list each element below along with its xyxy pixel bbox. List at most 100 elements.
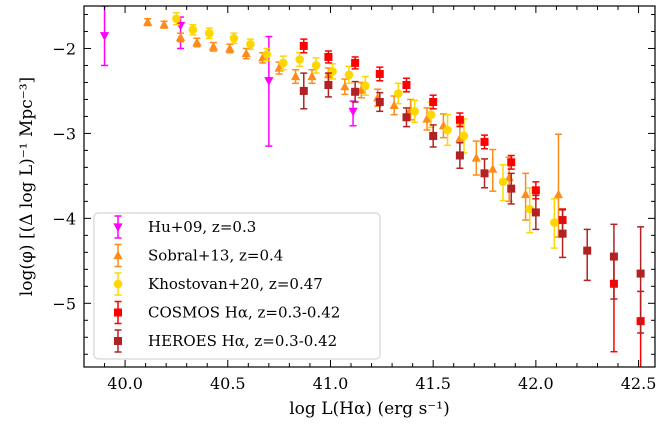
data-point [311, 61, 321, 70]
data-point [324, 80, 333, 89]
data-point [348, 107, 358, 117]
data-point [172, 14, 181, 24]
data-point [429, 131, 438, 140]
data-point [361, 81, 370, 91]
data-point [340, 81, 350, 91]
y-tick-label: −4 [52, 209, 76, 228]
data-point [258, 52, 268, 62]
data-point [375, 69, 384, 78]
legend-label-cosmos-h-z-0-3-0-42: COSMOS Hα, z=0.3-0.42 [148, 304, 340, 322]
x-tick-label: 40.5 [210, 374, 246, 393]
data-point [402, 80, 411, 89]
data-point [175, 32, 186, 42]
data-point [558, 229, 567, 238]
y-tick-label: −5 [52, 294, 76, 313]
series-sobral-13-z-0-4 [143, 17, 564, 238]
legend-marker [113, 279, 123, 289]
data-point [471, 153, 481, 162]
data-point [525, 204, 535, 214]
data-point [389, 100, 399, 109]
x-tick-label: 41.0 [313, 374, 349, 393]
data-point [480, 169, 489, 178]
data-point [455, 151, 464, 160]
data-point [188, 25, 198, 35]
legend-label-khostovan-20-z-0-47: Khostovan+20, z=0.47 [148, 275, 323, 293]
legend-swatch [114, 329, 122, 353]
data-point [225, 43, 235, 53]
data-point [262, 50, 272, 59]
data-point [192, 37, 202, 47]
series-khostovan-20-z-0-47 [172, 12, 559, 249]
data-point [241, 48, 251, 58]
data-point [583, 246, 592, 255]
data-point [208, 41, 218, 51]
data-point [295, 55, 304, 64]
data-point [521, 189, 531, 199]
legend-marker [113, 223, 123, 232]
x-tick-label: 40.0 [107, 374, 143, 393]
data-point [507, 158, 516, 167]
data-point [553, 189, 564, 199]
data-point [351, 87, 360, 96]
data-layer [99, 6, 645, 367]
legend-swatch [113, 243, 123, 268]
data-point [351, 58, 360, 67]
data-point [636, 269, 645, 278]
series-hu-09-z-0-3 [99, 6, 358, 147]
data-point [204, 28, 214, 38]
data-point [488, 164, 498, 173]
data-point [459, 131, 469, 141]
data-point [455, 133, 465, 143]
error-bar [583, 228, 591, 282]
y-axis-title: log(φ) [(Δ log L)⁻¹ Mpc⁻³] [17, 77, 37, 296]
plot-frame [83, 5, 656, 368]
data-point [290, 71, 301, 81]
data-point [422, 113, 432, 123]
data-point [455, 115, 464, 124]
data-point [531, 186, 540, 195]
data-point [402, 113, 411, 122]
series-heroes-h-z-0-3-0-42 [299, 72, 645, 334]
data-point [429, 97, 438, 106]
legend-box [93, 212, 381, 360]
data-point [246, 39, 255, 49]
legend-swatch [113, 272, 123, 296]
data-point [443, 125, 452, 135]
legend-label-heroes-h-z-0-3-0-42: HEROES Hα, z=0.3-0.42 [148, 332, 337, 350]
data-point [278, 58, 288, 68]
legend-marker [113, 250, 123, 260]
ticks-layer: 40.0 40.5 41.0 41.5 42.0 42.5 −2 −3 −4 −5 [52, 6, 656, 393]
legend-marker [114, 337, 122, 345]
data-point [550, 218, 559, 227]
data-point [99, 32, 110, 41]
data-point [480, 137, 489, 146]
data-point [299, 86, 308, 95]
data-point [507, 184, 516, 193]
data-point [307, 71, 317, 81]
legend-label-sobral-13-z-0-4: Sobral+13, z=0.4 [148, 247, 283, 265]
data-point [264, 77, 274, 86]
x-axis-title: log L(Hα) (erg s⁻¹) [289, 399, 449, 419]
data-point [393, 89, 403, 98]
x-tick-label: 42.5 [621, 374, 657, 393]
error-bar [637, 226, 645, 334]
x-tick-label: 42.0 [518, 374, 554, 393]
legend: Hu+09, z=0.3 Sobral+13, z=0.4 Khostovan+20… [93, 212, 381, 360]
data-point [426, 110, 436, 120]
error-bar [610, 223, 618, 300]
data-point [344, 70, 354, 80]
data-point [410, 107, 419, 116]
y-tick-label: −3 [52, 124, 76, 143]
data-point [159, 19, 169, 29]
data-point [143, 17, 153, 26]
y-tick-label: −2 [52, 39, 76, 58]
legend-swatch [113, 215, 123, 239]
data-point [328, 67, 337, 76]
data-point [498, 177, 508, 187]
data-point [324, 52, 333, 61]
data-point [531, 208, 540, 217]
x-tick-label: 41.5 [415, 374, 451, 393]
data-point [175, 21, 186, 31]
legend-label-hu-09-z-0-3: Hu+09, z=0.3 [148, 218, 256, 236]
